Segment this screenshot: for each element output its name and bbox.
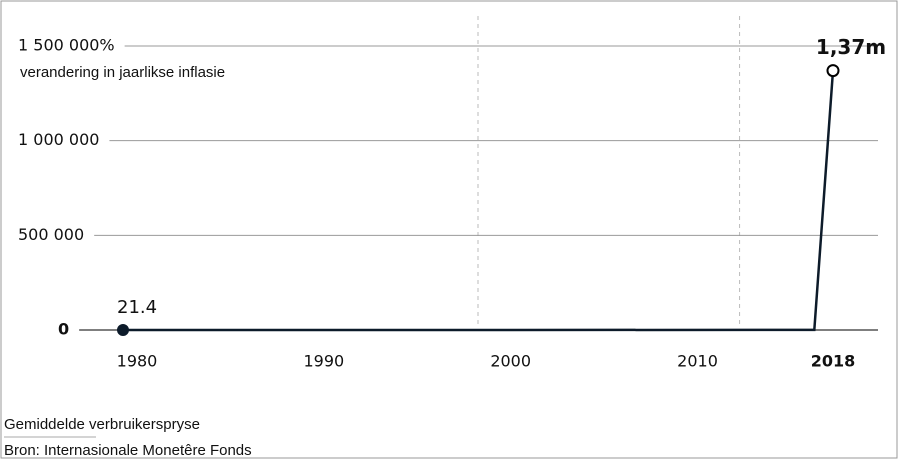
x-tick-label: 2010: [677, 352, 718, 371]
y-tick-label: 1 000 000: [18, 130, 99, 149]
y-tick-label: 1 500 000%: [18, 36, 115, 55]
point: [117, 323, 129, 336]
y-tick-label: 500 000: [18, 225, 84, 244]
x-tick-label: 2018: [811, 352, 856, 371]
x-tick-label: 2000: [490, 352, 531, 371]
value-label: 21.4: [117, 297, 157, 318]
value-label: 1,37m: [816, 35, 886, 59]
x-tick-label: 1990: [303, 352, 344, 371]
line: [122, 70, 835, 332]
subtitle: verandering in jaarlikse inflasie: [20, 64, 225, 81]
point: [826, 64, 840, 78]
source: Bron: Internasionale Monetêre Fonds: [4, 442, 252, 459]
y-tick-label: 0: [58, 320, 69, 339]
note: Gemiddelde verbruikerspryse: [4, 416, 200, 433]
x-tick-label: 1980: [117, 352, 158, 371]
